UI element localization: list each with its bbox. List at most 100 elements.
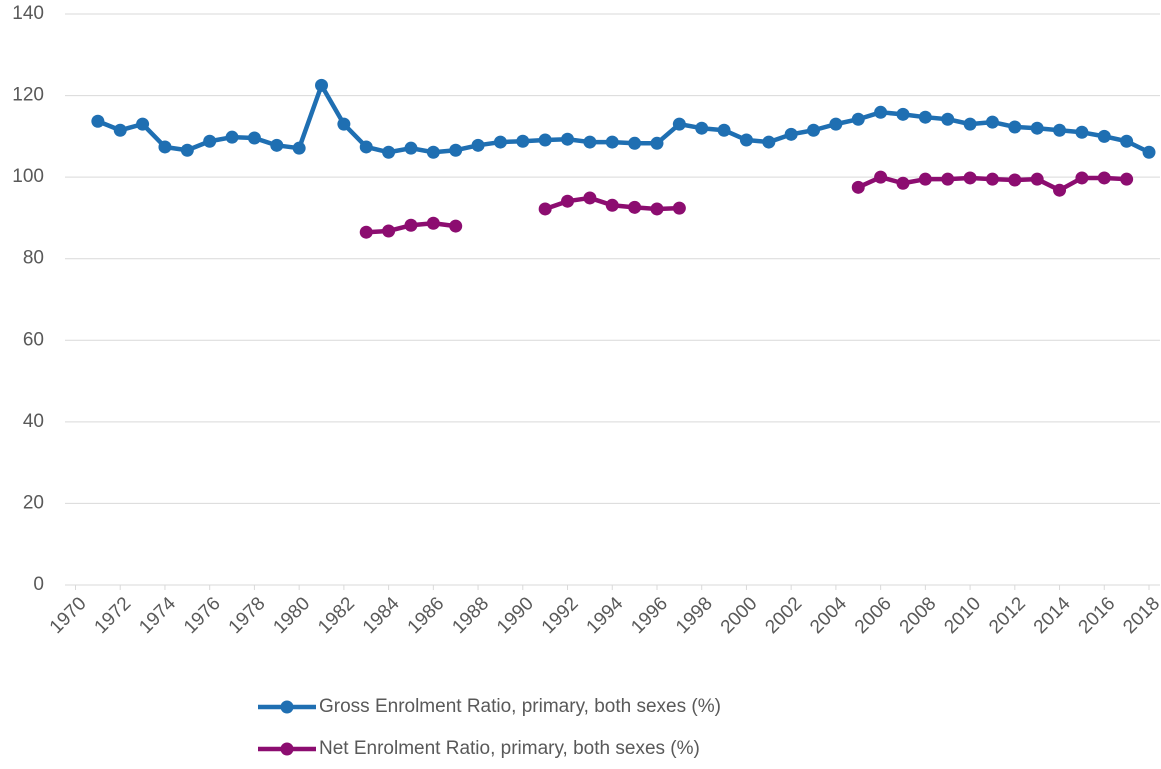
marker [471,138,485,152]
marker [426,216,440,230]
marker [315,78,329,92]
marker [382,145,396,159]
marker [1075,171,1089,185]
marker [941,112,955,126]
marker [762,135,776,149]
y-tick-label: 0 [33,574,44,595]
marker [1097,171,1111,185]
marker [538,202,552,216]
marker [963,171,977,185]
marker [717,123,731,137]
x-tick-label: 1978 [225,593,270,638]
marker [784,127,798,141]
marker [628,136,642,150]
marker [292,141,306,155]
x-tick-label: 2018 [1119,593,1161,638]
marker [628,200,642,214]
marker [1008,120,1022,134]
x-tick-label: 1980 [269,593,314,638]
marker [1075,125,1089,139]
y-tick-label: 140 [12,3,44,24]
y-tick-label: 100 [12,166,44,187]
x-tick-label: 1988 [448,593,493,638]
marker [896,176,910,190]
x-tick-label: 2000 [717,593,762,638]
marker [449,143,463,157]
marker [985,115,999,129]
legend-marker [280,742,294,756]
marker [605,198,619,212]
y-tick-label: 40 [23,411,44,432]
marker [829,117,843,131]
marker [874,105,888,119]
marker [136,117,150,131]
marker [225,130,239,144]
x-tick-label: 1998 [672,593,717,638]
marker [1120,134,1134,148]
marker [739,133,753,147]
y-tick-label: 20 [23,492,44,513]
marker [695,121,709,135]
marker [270,138,284,152]
x-tick-label: 1996 [627,593,672,638]
x-tick-label: 1992 [538,593,583,638]
marker [247,131,261,145]
marker [605,135,619,149]
marker [404,141,418,155]
x-tick-label: 2010 [940,593,985,638]
marker [1053,123,1067,137]
marker [985,172,999,186]
x-tick-label: 1974 [135,593,180,638]
marker [851,180,865,194]
marker [359,140,373,154]
marker [158,140,172,154]
marker [404,218,418,232]
marker [337,117,351,131]
marker [180,143,194,157]
x-tick-label: 1970 [46,593,91,638]
x-tick-label: 1986 [404,593,449,638]
marker [91,114,105,128]
marker [1142,145,1156,159]
marker [113,123,127,137]
x-tick-label: 2016 [1075,593,1120,638]
legend-marker [280,700,294,714]
marker [1030,121,1044,135]
marker [538,133,552,147]
marker [382,224,396,238]
marker [359,225,373,239]
x-tick-label: 1982 [314,593,359,638]
marker [918,110,932,124]
marker [1030,172,1044,186]
x-tick-label: 1984 [359,593,404,638]
marker [851,112,865,126]
marker [918,172,932,186]
x-tick-label: 2008 [896,593,941,638]
x-tick-label: 2002 [762,593,807,638]
marker [1053,183,1067,197]
marker [583,191,597,205]
legend-label: Gross Enrolment Ratio, primary, both sex… [319,696,721,717]
marker [807,123,821,137]
marker [650,202,664,216]
x-tick-label: 1976 [180,593,225,638]
marker [672,117,686,131]
x-tick-label: 1994 [583,593,628,638]
marker [493,135,507,149]
x-tick-label: 2012 [985,593,1030,638]
marker [561,132,575,146]
marker [516,134,530,148]
marker [583,135,597,149]
x-tick-label: 1990 [493,593,538,638]
marker [896,107,910,121]
x-tick-label: 2004 [806,593,851,638]
marker [963,117,977,131]
marker [203,134,217,148]
marker [561,194,575,208]
marker [672,201,686,215]
x-tick-label: 2014 [1030,593,1075,638]
x-tick-label: 2006 [851,593,896,638]
x-tick-label: 1972 [91,593,136,638]
marker [874,170,888,184]
